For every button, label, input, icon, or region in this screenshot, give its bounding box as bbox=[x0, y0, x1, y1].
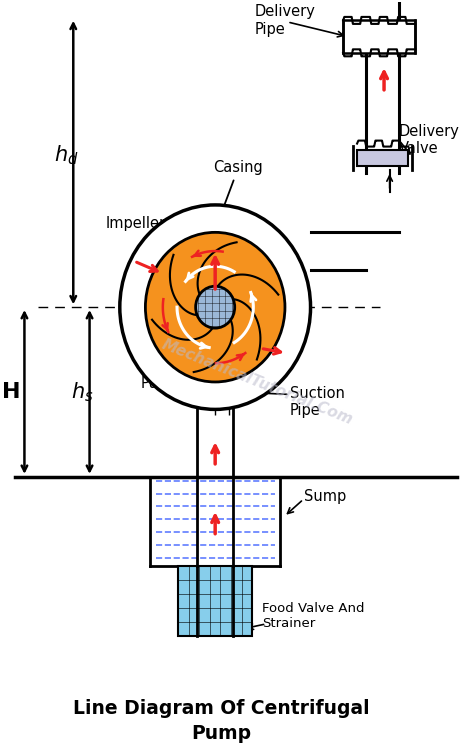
Text: H: H bbox=[2, 382, 21, 402]
Text: $h_s$: $h_s$ bbox=[71, 380, 94, 404]
Text: Delivery
Valve: Delivery Valve bbox=[399, 124, 460, 156]
Circle shape bbox=[120, 205, 310, 410]
Bar bbox=[178, 566, 252, 637]
Text: Suction
Pipe: Suction Pipe bbox=[290, 386, 345, 418]
Text: $h_d$: $h_d$ bbox=[54, 143, 79, 167]
Text: Delivery
Pipe: Delivery Pipe bbox=[255, 5, 316, 36]
Text: Impeller: Impeller bbox=[106, 216, 166, 255]
Text: Casing: Casing bbox=[214, 160, 263, 212]
Text: Food Valve And
Strainer: Food Valve And Strainer bbox=[262, 603, 364, 631]
Circle shape bbox=[146, 232, 285, 382]
Circle shape bbox=[196, 287, 235, 328]
Bar bbox=[357, 150, 408, 166]
Text: Sump: Sump bbox=[303, 489, 346, 504]
Bar bbox=[343, 20, 415, 53]
Text: Eye Of
Pump: Eye Of Pump bbox=[141, 358, 189, 391]
Text: Line Diagram Of Centrifugal
Pump: Line Diagram Of Centrifugal Pump bbox=[73, 699, 370, 743]
Text: MechanicalTutorial.Com: MechanicalTutorial.Com bbox=[159, 336, 355, 427]
